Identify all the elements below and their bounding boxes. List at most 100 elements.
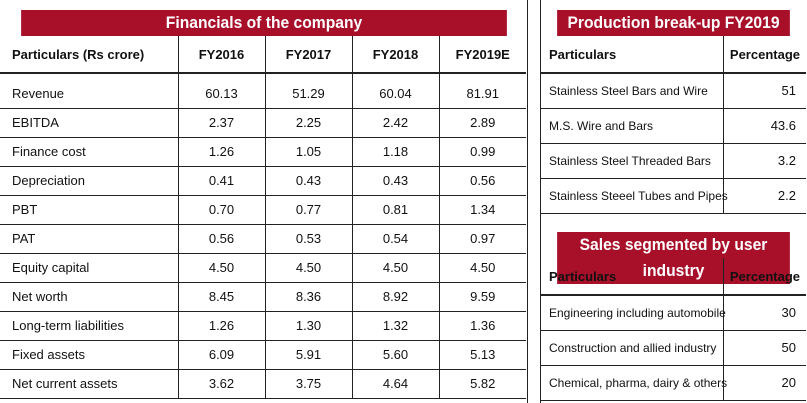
percentage-value: 51	[722, 73, 806, 109]
production-header-row: Particulars Percentage	[541, 36, 806, 74]
table-row: Chemical, pharma, dairy & others 20	[541, 365, 806, 401]
row-label: Chemical, pharma, dairy & others	[541, 365, 727, 401]
table-row: Equity capital 4.50 4.50 4.50 4.50	[0, 253, 526, 283]
cell-value: 4.64	[351, 369, 439, 399]
cell-value: 5.13	[438, 340, 526, 370]
percentage-value: 43.6	[722, 108, 806, 144]
col-header-fy2017: FY2017	[264, 36, 352, 74]
table-row: EBITDA 2.37 2.25 2.42 2.89	[0, 108, 526, 138]
row-label: Revenue	[0, 79, 178, 109]
sales-col-percentage: Percentage	[722, 258, 806, 296]
percentage-value: 50	[722, 330, 806, 366]
cell-value: 3.75	[264, 369, 352, 399]
cell-value: 2.37	[177, 108, 265, 138]
row-label: Fixed assets	[0, 340, 178, 370]
cell-value: 4.50	[264, 253, 352, 283]
row-label: Stainless Steel Bars and Wire	[541, 73, 723, 109]
row-label: Finance cost	[0, 137, 178, 167]
table-row: PBT 0.70 0.77 0.81 1.34	[0, 195, 526, 225]
right-panel: Production break-up FY2019 Particulars P…	[540, 0, 807, 403]
row-label: Long-term liabilities	[0, 311, 178, 341]
percentage-value: 2.2	[722, 178, 806, 214]
sales-col-particulars: Particulars	[541, 258, 723, 296]
row-label: EBITDA	[0, 108, 178, 138]
row-label: PBT	[0, 195, 178, 225]
cell-value: 1.34	[438, 195, 526, 225]
cell-value: 9.59	[438, 282, 526, 312]
table-row: Engineering including automobile 30	[541, 295, 806, 331]
table-row: Depreciation 0.41 0.43 0.43 0.56	[0, 166, 526, 196]
table-row: Revenue 60.13 51.29 60.04 81.91	[0, 79, 526, 109]
row-label: Engineering including automobile	[541, 295, 726, 331]
cell-value: 60.04	[351, 79, 439, 109]
production-col-particulars: Particulars	[541, 36, 723, 74]
cell-value: 0.54	[351, 224, 439, 254]
row-label: Net current assets	[0, 369, 178, 399]
cell-value: 0.70	[177, 195, 265, 225]
table-row: Fixed assets 6.09 5.91 5.60 5.13	[0, 340, 526, 370]
cell-value: 0.77	[264, 195, 352, 225]
row-label: M.S. Wire and Bars	[541, 108, 723, 144]
cell-value: 1.26	[177, 137, 265, 167]
cell-value: 1.32	[351, 311, 439, 341]
percentage-value: 3.2	[722, 143, 806, 179]
production-title: Production break-up FY2019	[557, 10, 790, 36]
col-header-particulars: Particulars (Rs crore)	[0, 36, 178, 74]
cell-value: 1.36	[438, 311, 526, 341]
row-label: Equity capital	[0, 253, 178, 283]
table-row: Stainless Steel Threaded Bars 3.2	[541, 143, 806, 179]
table-row: M.S. Wire and Bars 43.6	[541, 108, 806, 144]
cell-value: 5.91	[264, 340, 352, 370]
cell-value: 60.13	[177, 79, 265, 109]
table-row: Long-term liabilities 1.26 1.30 1.32 1.36	[0, 311, 526, 341]
cell-value: 2.25	[264, 108, 352, 138]
col-header-fy2018: FY2018	[351, 36, 439, 74]
cell-value: 0.41	[177, 166, 265, 196]
row-label: Depreciation	[0, 166, 178, 196]
cell-value: 8.92	[351, 282, 439, 312]
table-row: Finance cost 1.26 1.05 1.18 0.99	[0, 137, 526, 167]
cell-value: 8.45	[177, 282, 265, 312]
percentage-value: 20	[722, 365, 806, 401]
row-label: PAT	[0, 224, 178, 254]
cell-value: 1.05	[264, 137, 352, 167]
table-row: PAT 0.56 0.53 0.54 0.97	[0, 224, 526, 254]
financials-header-row: Particulars (Rs crore) FY2016 FY2017 FY2…	[0, 36, 526, 74]
row-label: Net worth	[0, 282, 178, 312]
table-row: Net worth 8.45 8.36 8.92 9.59	[0, 282, 526, 312]
percentage-value: 30	[722, 295, 806, 331]
cell-value: 0.43	[264, 166, 352, 196]
cell-value: 0.56	[438, 166, 526, 196]
sales-header-row: Particulars Percentage	[541, 258, 806, 296]
production-col-percentage: Percentage	[722, 36, 806, 74]
cell-value: 8.36	[264, 282, 352, 312]
cell-value: 3.62	[177, 369, 265, 399]
cell-value: 1.18	[351, 137, 439, 167]
table-row: Net current assets 3.62 3.75 4.64 5.82	[0, 369, 526, 399]
financials-table: Particulars (Rs crore) FY2016 FY2017 FY2…	[0, 36, 526, 83]
cell-value: 51.29	[264, 79, 352, 109]
col-header-fy2019e: FY2019E	[438, 36, 526, 74]
sales-table: Particulars Percentage Engineering inclu…	[541, 258, 806, 401]
cell-value: 5.60	[351, 340, 439, 370]
cell-value: 2.42	[351, 108, 439, 138]
cell-value: 1.26	[177, 311, 265, 341]
cell-value: 2.89	[438, 108, 526, 138]
cell-value: 0.99	[438, 137, 526, 167]
table-row: Construction and allied industry 50	[541, 330, 806, 366]
col-header-fy2016: FY2016	[177, 36, 265, 74]
row-label: Construction and allied industry	[541, 330, 723, 366]
financials-body: Revenue 60.13 51.29 60.04 81.91 EBITDA 2.37 2.2…	[0, 79, 526, 399]
row-label: Stainless Steel Threaded Bars	[541, 143, 723, 179]
cell-value: 0.97	[438, 224, 526, 254]
cell-value: 4.50	[351, 253, 439, 283]
cell-value: 0.43	[351, 166, 439, 196]
row-label: Stainless Steeel Tubes and Pipes	[541, 178, 728, 214]
table-row: Stainless Steel Bars and Wire 51	[541, 73, 806, 109]
cell-value: 4.50	[438, 253, 526, 283]
cell-value: 0.53	[264, 224, 352, 254]
cell-value: 81.91	[438, 79, 526, 109]
financials-panel: Financials of the company Particulars (R…	[0, 0, 528, 403]
cell-value: 0.56	[177, 224, 265, 254]
financials-title: Financials of the company	[21, 10, 507, 36]
